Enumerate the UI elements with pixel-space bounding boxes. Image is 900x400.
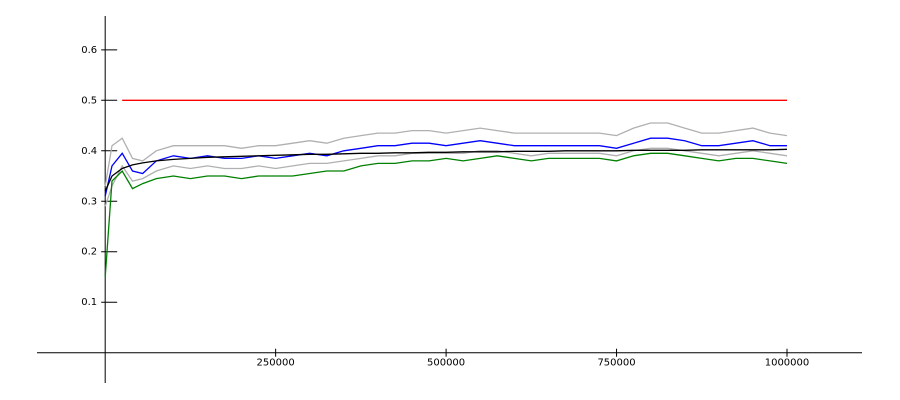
x-tick-label: 1000000: [765, 358, 810, 369]
series-line: [104, 147, 788, 207]
series-line: [104, 137, 787, 197]
y-tick-label: 0.5: [81, 95, 97, 106]
y-tick-label: 0.4: [81, 146, 97, 157]
y-tick-label: 0.2: [81, 247, 97, 258]
x-tick-label: 500000: [427, 358, 465, 369]
series-line: [104, 148, 788, 192]
series-line: [104, 152, 788, 278]
y-tick-label: 0.3: [81, 196, 97, 207]
y-tick-label: 0.6: [81, 45, 97, 56]
x-tick-label: 750000: [597, 358, 635, 369]
y-tick-label: 0.1: [81, 297, 97, 308]
x-tick-label: 250000: [257, 358, 295, 369]
series-line: [104, 122, 788, 187]
